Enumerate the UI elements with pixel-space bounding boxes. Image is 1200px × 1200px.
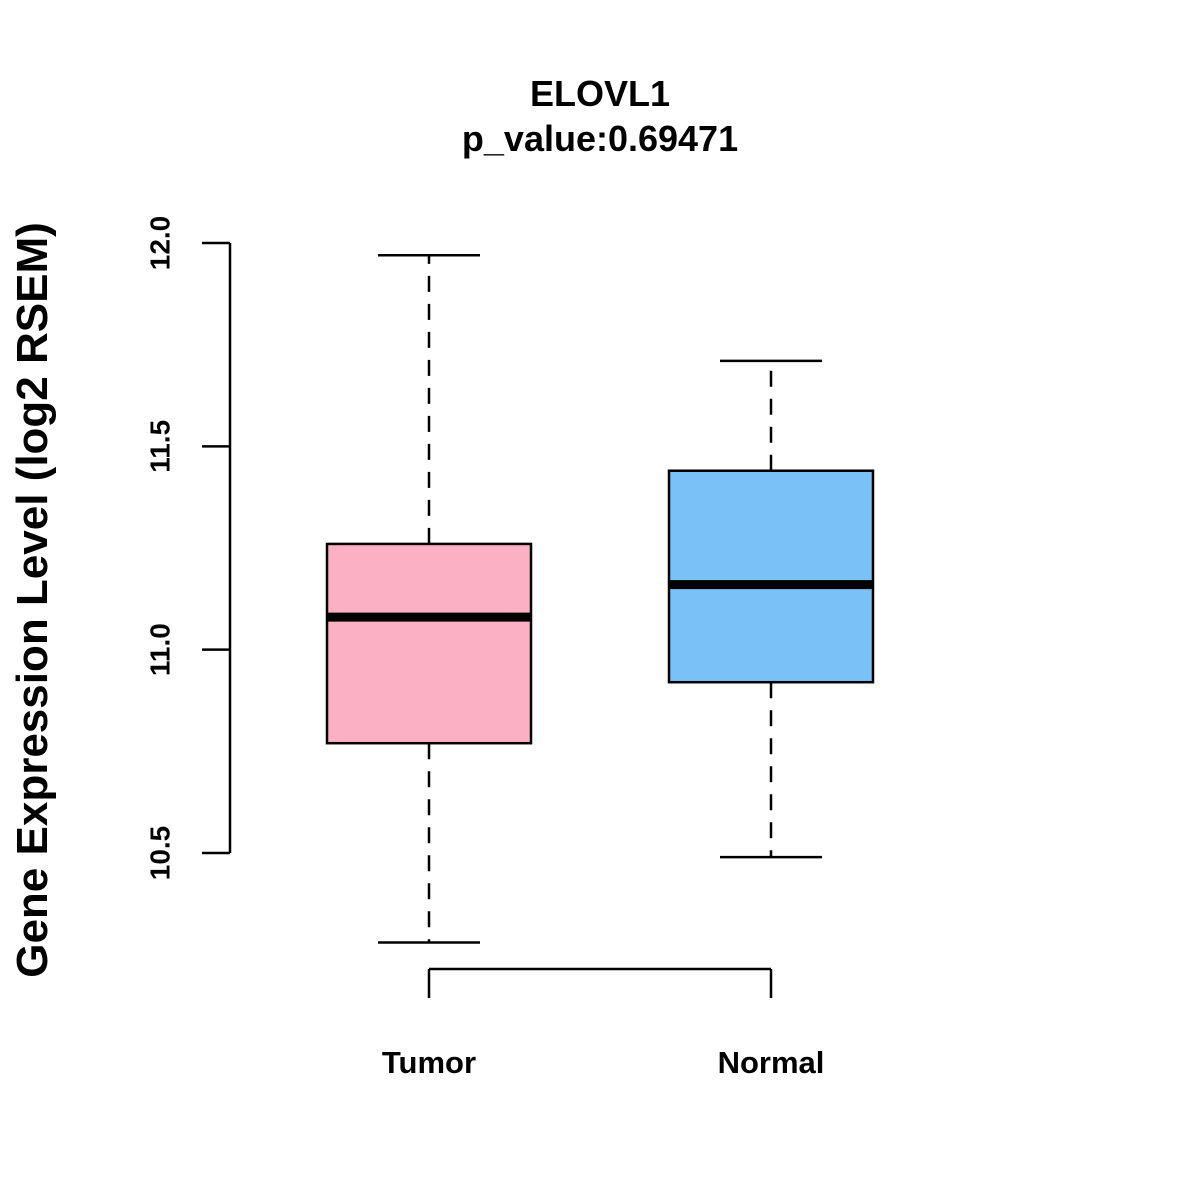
iqr-box [667, 469, 875, 684]
y-tick-label: 12.0 [145, 216, 176, 271]
y-axis: 10.5 11.0 11.5 12.0 [145, 216, 232, 881]
y-tick-label: 11.0 [145, 623, 176, 676]
chart-title: ELOVL1 [530, 73, 670, 114]
box-tumor [325, 253, 533, 944]
chart-subtitle: p_value:0.69471 [462, 118, 738, 159]
y-tick-label: 10.5 [145, 826, 176, 881]
box-group [325, 253, 875, 944]
y-axis-label: Gene Expression Level (log2 RSEM) [8, 222, 57, 978]
x-tick-label-tumor: Tumor [382, 1045, 476, 1080]
iqr-box [325, 542, 533, 745]
x-tick-label-normal: Normal [718, 1045, 825, 1080]
y-tick-label: 11.5 [145, 420, 176, 473]
x-axis: Tumor Normal [382, 967, 825, 1080]
box-normal [667, 359, 875, 859]
